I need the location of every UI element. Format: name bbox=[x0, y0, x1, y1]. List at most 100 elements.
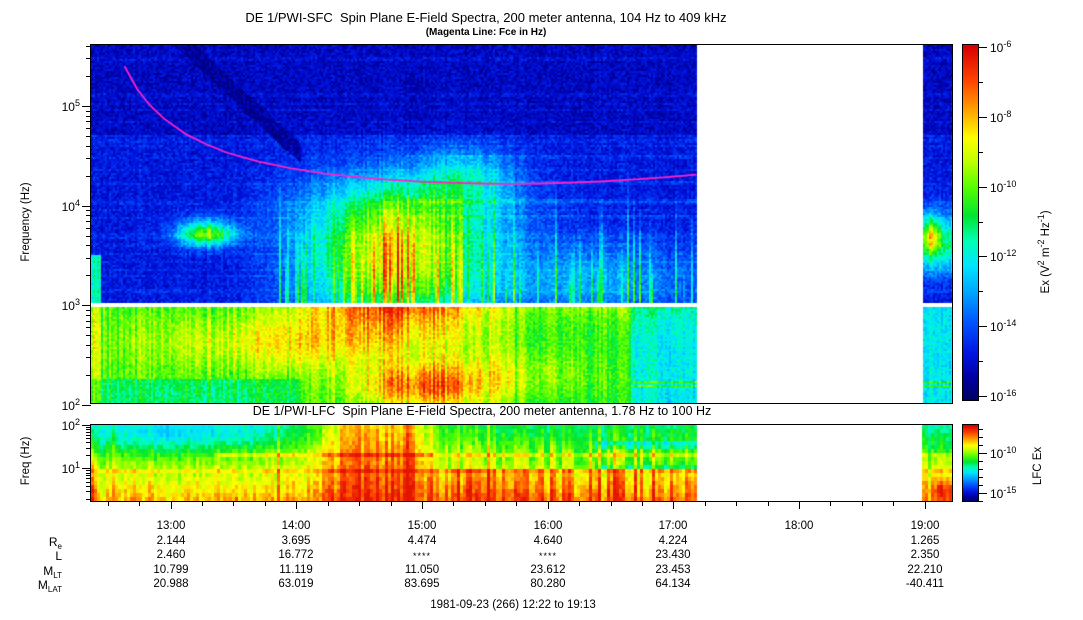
lfc-y-minor-tick bbox=[86, 448, 91, 449]
x-major-tick bbox=[673, 502, 674, 509]
sfc-y-minor-tick bbox=[86, 258, 91, 259]
sfc-colorbar-tick-label: 10-14 bbox=[990, 318, 1017, 334]
lfc-colorbar-minor-tick bbox=[979, 477, 983, 478]
sfc-colorbar-major-tick bbox=[979, 47, 987, 48]
ephemeris-value-re-1500: 4.474 bbox=[407, 535, 437, 547]
sfc-y-minor-tick bbox=[86, 158, 91, 159]
sfc-y-minor-tick bbox=[86, 236, 91, 237]
lfc-y-tick-label: 101 bbox=[61, 460, 80, 476]
sfc-y-tick-label: 105 bbox=[61, 98, 80, 114]
sfc-colorbar-minor-tick bbox=[979, 291, 983, 292]
lfc-y-minor-tick bbox=[86, 470, 91, 471]
sfc-y-major-tick bbox=[82, 305, 91, 306]
sfc-colorbar-tick-label: 10-6 bbox=[990, 39, 1012, 55]
sfc-colorbar-tick-label: 10-12 bbox=[990, 248, 1017, 264]
sfc-colorbar-label-part: -2 bbox=[1036, 239, 1047, 248]
sfc-colorbar-minor-tick bbox=[979, 152, 983, 153]
lfc-colorbar-minor-tick bbox=[979, 485, 983, 486]
lfc-y-minor-tick bbox=[86, 499, 91, 500]
x-tick-label-1500: 15:00 bbox=[407, 520, 437, 532]
sfc-colorbar-major-tick bbox=[979, 187, 987, 188]
sfc-y-minor-tick bbox=[86, 46, 91, 47]
ephemeris-value-re-1600: 4.640 bbox=[533, 535, 563, 547]
date-range-caption: 1981-09-23 (266) 12:22 to 19:13 bbox=[430, 599, 596, 611]
lfc-y-minor-tick bbox=[86, 475, 91, 476]
lfc-colorbar-minor-tick bbox=[979, 469, 983, 470]
lfc-colorbar-minor-tick bbox=[979, 429, 983, 430]
sfc-y-minor-tick bbox=[86, 321, 91, 322]
x-minor-tick bbox=[359, 502, 360, 506]
sfc-y-minor-tick bbox=[86, 310, 91, 311]
sfc-y-minor-tick bbox=[86, 111, 91, 112]
lfc-y-major-tick bbox=[82, 468, 91, 469]
x-tick-label-1600: 16:00 bbox=[533, 520, 563, 532]
lfc-colorbar-minor-tick bbox=[979, 437, 983, 438]
x-minor-tick bbox=[642, 502, 643, 506]
ephemeris-value-re-1700: 4.224 bbox=[658, 535, 688, 547]
ephemeris-value-l-1400: 16.772 bbox=[278, 549, 314, 561]
lfc-colorbar-minor-tick bbox=[979, 461, 983, 462]
lfc-y-minor-tick bbox=[86, 429, 91, 430]
x-tick-label-1300: 13:00 bbox=[156, 520, 186, 532]
ephemeris-row-label-l: L bbox=[55, 549, 62, 563]
lfc-y-minor-tick bbox=[86, 435, 91, 436]
lfc-spectrogram-canvas bbox=[91, 425, 952, 501]
sfc-colorbar-label-part: ) bbox=[1039, 210, 1052, 215]
ephemeris-value-l-1900: 2.350 bbox=[910, 549, 940, 561]
sfc-y-minor-tick bbox=[86, 128, 91, 129]
lfc-y-tick-label: 102 bbox=[61, 417, 80, 433]
lfc-y-minor-tick bbox=[86, 442, 91, 443]
ephemeris-value-mlt-1400: 11.119 bbox=[279, 564, 313, 576]
x-minor-tick bbox=[611, 502, 612, 506]
lfc-spectrogram-panel bbox=[90, 424, 953, 502]
x-major-tick bbox=[422, 502, 423, 509]
lfc-y-minor-tick bbox=[86, 491, 91, 492]
ephemeris-value-re-1400: 3.695 bbox=[281, 535, 311, 547]
x-major-tick bbox=[548, 502, 549, 509]
sfc-y-minor-tick bbox=[86, 375, 91, 376]
sfc-spectrogram-canvas bbox=[91, 45, 952, 403]
sfc-y-minor-tick bbox=[86, 210, 91, 211]
lfc-y-minor-tick bbox=[86, 486, 91, 487]
x-minor-tick bbox=[579, 502, 580, 506]
sfc-y-minor-tick bbox=[86, 215, 91, 216]
sfc-y-tick-label: 104 bbox=[61, 198, 80, 214]
sfc-y-minor-tick bbox=[86, 335, 91, 336]
x-tick-label-1900: 19:00 bbox=[910, 520, 940, 532]
sfc-colorbar-minor-tick bbox=[979, 82, 983, 83]
x-minor-tick bbox=[893, 502, 894, 506]
lfc-y-major-tick bbox=[82, 425, 91, 426]
x-major-tick bbox=[296, 502, 297, 509]
x-minor-tick bbox=[265, 502, 266, 506]
ephemeris-value-l-1300: 2.460 bbox=[156, 549, 186, 561]
sfc-y-minor-tick bbox=[86, 121, 91, 122]
sfc-y-minor-tick bbox=[86, 76, 91, 77]
lfc-y-minor-tick bbox=[86, 473, 91, 474]
ephemeris-value-mlat-1700: 64.134 bbox=[655, 578, 691, 590]
lfc-colorbar-gradient bbox=[963, 425, 978, 501]
sfc-colorbar-major-tick bbox=[979, 396, 987, 397]
x-minor-tick bbox=[830, 502, 831, 506]
ephemeris-row-label-mlt: MLT bbox=[43, 564, 62, 580]
sfc-y-minor-tick bbox=[86, 228, 91, 229]
x-minor-tick bbox=[202, 502, 203, 506]
lfc-colorbar bbox=[962, 424, 979, 502]
x-minor-tick bbox=[485, 502, 486, 506]
x-minor-tick bbox=[705, 502, 706, 506]
sfc-y-minor-tick bbox=[86, 58, 91, 59]
lfc-colorbar-major-tick bbox=[979, 453, 987, 454]
x-major-tick bbox=[171, 502, 172, 509]
lfc-y-minor-tick bbox=[86, 427, 91, 428]
x-minor-tick bbox=[391, 502, 392, 506]
x-minor-tick bbox=[453, 502, 454, 506]
ephemeris-value-mlt-1500: 11.050 bbox=[404, 564, 440, 576]
sfc-y-minor-tick bbox=[86, 136, 91, 137]
ephemeris-value-mlat-1900: -40.411 bbox=[905, 578, 945, 590]
ephemeris-value-re-1300: 2.144 bbox=[156, 535, 186, 547]
ephemeris-value-l-1700: 23.430 bbox=[655, 549, 691, 561]
ephemeris-row-label-mlat: MLAT bbox=[37, 578, 62, 594]
sfc-colorbar-minor-tick bbox=[979, 361, 983, 362]
sfc-colorbar-tick-label: 10-16 bbox=[990, 388, 1017, 404]
sfc-y-minor-tick bbox=[86, 176, 91, 177]
